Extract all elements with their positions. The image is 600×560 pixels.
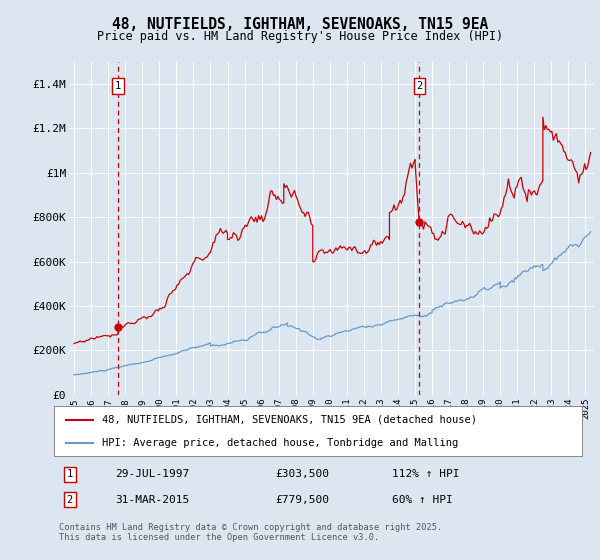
Text: 48, NUTFIELDS, IGHTHAM, SEVENOAKS, TN15 9EA (detached house): 48, NUTFIELDS, IGHTHAM, SEVENOAKS, TN15 … — [101, 414, 476, 424]
Text: 1: 1 — [115, 81, 121, 91]
Text: 29-JUL-1997: 29-JUL-1997 — [115, 469, 189, 479]
Text: Contains HM Land Registry data © Crown copyright and database right 2025.
This d: Contains HM Land Registry data © Crown c… — [59, 522, 443, 542]
Text: 60% ↑ HPI: 60% ↑ HPI — [392, 494, 452, 505]
Text: HPI: Average price, detached house, Tonbridge and Malling: HPI: Average price, detached house, Tonb… — [101, 438, 458, 448]
Text: 48, NUTFIELDS, IGHTHAM, SEVENOAKS, TN15 9EA: 48, NUTFIELDS, IGHTHAM, SEVENOAKS, TN15 … — [112, 17, 488, 31]
Text: 2: 2 — [67, 494, 73, 505]
Text: £303,500: £303,500 — [276, 469, 330, 479]
Text: £779,500: £779,500 — [276, 494, 330, 505]
Text: Price paid vs. HM Land Registry's House Price Index (HPI): Price paid vs. HM Land Registry's House … — [97, 30, 503, 43]
Text: 2: 2 — [416, 81, 422, 91]
Text: 1: 1 — [67, 469, 73, 479]
Text: 112% ↑ HPI: 112% ↑ HPI — [392, 469, 460, 479]
Text: 31-MAR-2015: 31-MAR-2015 — [115, 494, 189, 505]
